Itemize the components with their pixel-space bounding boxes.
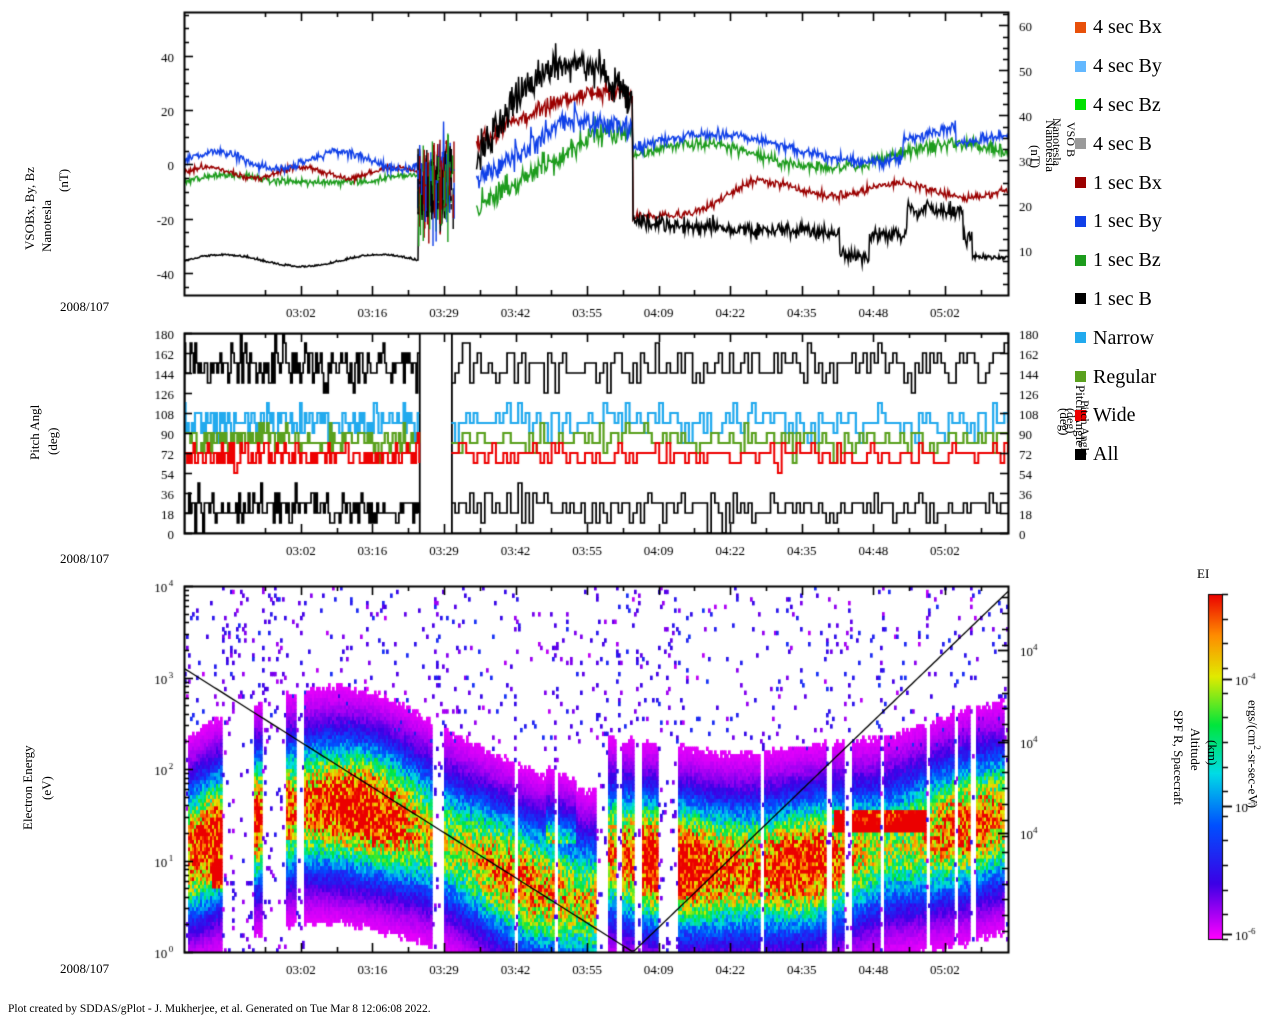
panel3-date-label: 2008/107 <box>60 961 110 976</box>
legend-swatch-icon <box>1075 215 1086 227</box>
legend-label: 1 sec Bz <box>1093 249 1161 272</box>
panel3-ylabel-right-line2: Altitude <box>1188 728 1203 771</box>
legend-label: 4 sec Bz <box>1093 93 1161 116</box>
legend-item-1-sec-bz[interactable]: 1 sec Bz <box>1075 241 1280 280</box>
legend-label: 1 sec Bx <box>1093 171 1162 194</box>
legend-item-1-sec-by[interactable]: 1 sec By <box>1075 202 1280 241</box>
legend-group1-title-line2: Nanotesla <box>1050 118 1064 166</box>
panel1-ylabel-left-line1: VSOBx, By, Bz <box>22 167 37 250</box>
legend-swatch-icon <box>1075 293 1086 305</box>
figure-caption: Plot created by SDDAS/gPlot - J. Mukherj… <box>8 1003 431 1015</box>
legend-swatch-icon <box>1075 332 1086 344</box>
legend-swatch-icon <box>1075 254 1086 266</box>
legend-label: 1 sec B <box>1093 287 1152 310</box>
legend-item-1-sec-b[interactable]: 1 sec B <box>1075 280 1280 319</box>
legend-item-1-sec-bx[interactable]: 1 sec Bx <box>1075 163 1280 202</box>
legend-item-4-sec-by[interactable]: 4 sec By <box>1075 47 1280 86</box>
panel3-ylabel-right-line1: SPF R, Spacecraft <box>1171 710 1186 805</box>
legend-item-4-sec-bz[interactable]: 4 sec Bz <box>1075 86 1280 125</box>
legend-label: 4 sec By <box>1093 55 1162 78</box>
legend-swatch-icon <box>1075 60 1086 72</box>
legend-label: 4 sec Bx <box>1093 16 1162 39</box>
legend-swatch-icon <box>1075 371 1086 383</box>
panel3-ylabel-right-line3: (km) <box>1205 740 1220 766</box>
panel3-ylabel-left-line2: (eV) <box>39 776 54 800</box>
legend-label: 4 sec B <box>1093 132 1152 155</box>
legend-label: 1 sec By <box>1093 210 1162 233</box>
legend-swatch-icon <box>1075 99 1086 111</box>
panel1-date-label: 2008/107 <box>60 299 110 314</box>
panel1-ylabel-right-line3: (nT) <box>1028 145 1043 169</box>
legend-item-wide[interactable]: Wide <box>1075 396 1280 435</box>
legend-swatch-icon <box>1075 21 1086 33</box>
legend-item-narrow[interactable]: Narrow <box>1075 318 1280 357</box>
colorbar-title: EI <box>1197 566 1210 581</box>
panel2-ylabel-left-line1: Pitch Angl <box>27 404 42 460</box>
legend-item-all[interactable]: All <box>1075 435 1280 474</box>
panel3-ylabel-left-line1: Electron Energy <box>20 745 35 830</box>
legend-swatch-icon <box>1075 448 1086 460</box>
legend-group2-title-line1: Pitch Angle <box>1078 400 1092 457</box>
panel2-date-label: 2008/107 <box>60 551 110 566</box>
legend-group2-title-line2: (deg) <box>1064 408 1078 434</box>
panel1-ylabel-left-line3: (nT) <box>56 168 71 192</box>
legend-label: Wide <box>1093 404 1136 427</box>
legend-swatch-icon <box>1075 138 1086 150</box>
panel2-ylabel-left-line2: (deg) <box>45 427 60 455</box>
legend-item-4-sec-b[interactable]: 4 sec B <box>1075 124 1280 163</box>
panel1-ylabel-left-line2: Nanotesla <box>39 200 54 252</box>
legend-label: All <box>1093 443 1119 466</box>
colorbar-unit-label: ergs/(cm2-sr-sec-eV) <box>1245 700 1261 809</box>
legend-label: Regular <box>1093 365 1157 388</box>
legend-item-4-sec-bx[interactable]: 4 sec Bx <box>1075 8 1280 47</box>
legend-label: Narrow <box>1093 326 1155 349</box>
legend-swatch-icon <box>1075 409 1086 421</box>
legend-group1-title-line1: VSO B <box>1064 122 1078 158</box>
legend-item-regular[interactable]: Regular <box>1075 357 1280 396</box>
legend: 4 sec Bx 4 sec By 4 sec Bz 4 sec B 1 sec Bx 1… <box>1075 8 1280 474</box>
legend-swatch-icon <box>1075 177 1086 189</box>
